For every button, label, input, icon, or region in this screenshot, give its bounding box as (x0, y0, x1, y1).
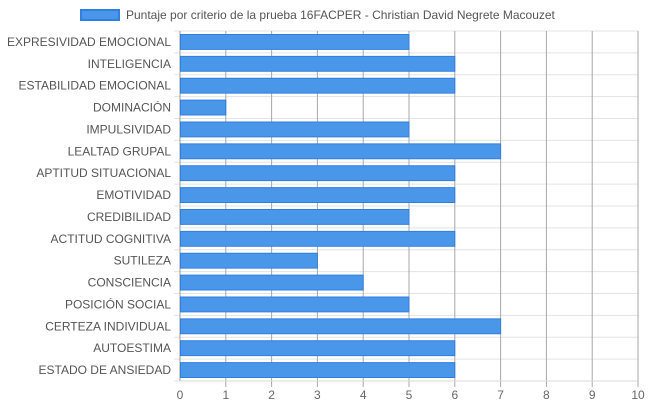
y-tick-label: LEALTAD GRUPAL (68, 144, 172, 158)
x-tick-label: 2 (268, 388, 275, 402)
y-tick-label: EMOTIVIDAD (96, 188, 171, 202)
x-tick-label: 5 (406, 388, 413, 402)
y-tick-label: DOMINACIÓN (93, 100, 171, 115)
bar (180, 209, 410, 225)
bar (180, 252, 318, 269)
x-tick-label: 8 (543, 388, 550, 402)
bar (180, 55, 456, 72)
chart-legend[interactable]: Puntaje por criterio de la prueba 16FACP… (80, 6, 555, 24)
x-tick-label: 3 (314, 388, 321, 402)
legend-label: Puntaje por criterio de la prueba 16FACP… (126, 8, 555, 22)
y-tick-label: ESTABILIDAD EMOCIONAL (19, 79, 172, 93)
x-tick-label: 10 (631, 388, 645, 402)
bar (180, 165, 456, 182)
bar (180, 296, 410, 313)
x-tick-label: 0 (177, 388, 184, 402)
bar (180, 99, 227, 116)
y-tick-label: INTELIGENCIA (88, 57, 171, 71)
bar (180, 230, 456, 247)
y-tick-label: SUTILEZA (114, 254, 171, 268)
y-tick-label: AUTOESTIMA (93, 341, 171, 355)
bar (180, 143, 502, 160)
x-tick-label: 6 (451, 388, 458, 402)
y-tick-label: ACTITUD COGNITIVA (51, 232, 171, 246)
bar (180, 362, 456, 378)
bar (180, 318, 502, 335)
x-tick-label: 4 (360, 388, 367, 402)
bar (180, 77, 456, 94)
legend-swatch (80, 9, 120, 21)
y-tick-label: EXPRESIVIDAD EMOCIONAL (7, 35, 171, 49)
y-tick-label: CREDIBILIDAD (87, 210, 171, 224)
x-tick-label: 9 (589, 388, 596, 402)
bar (180, 274, 364, 291)
y-tick-label: POSICIÓN SOCIAL (65, 296, 171, 311)
x-tick-label: 1 (222, 388, 229, 402)
bar (180, 34, 410, 50)
y-tick-label: IMPULSIVIDAD (86, 122, 171, 136)
x-tick-label: 7 (497, 388, 504, 402)
bar (180, 187, 456, 203)
y-tick-label: APTITUD SITUACIONAL (36, 166, 171, 180)
bar (180, 121, 410, 138)
y-tick-label: CERTEZA INDIVIDUAL (45, 319, 171, 333)
bar (180, 340, 456, 357)
y-tick-label: ESTADO DE ANSIEDAD (39, 363, 172, 377)
y-tick-label: CONSCIENCIA (88, 276, 171, 290)
